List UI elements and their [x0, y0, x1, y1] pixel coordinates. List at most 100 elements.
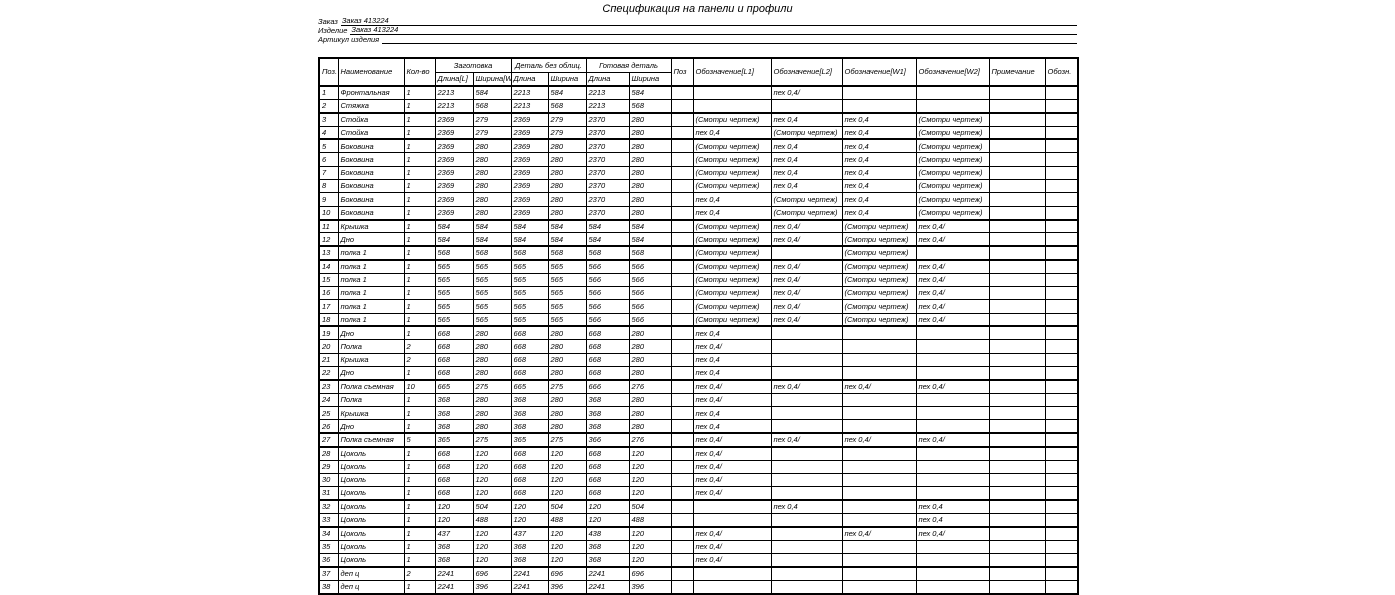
cell-w1: пех 0,4: [841, 165, 917, 181]
cell-part_wid: 280: [547, 406, 587, 421]
cell-final_wid: 280: [628, 339, 672, 354]
cell-pos: 31: [318, 486, 339, 502]
cell-l2: [770, 352, 843, 368]
cell-part_len: 565: [510, 285, 549, 301]
cell-note: [988, 152, 1046, 167]
cell-blank_len: 2241: [434, 566, 474, 581]
cell-name: Полка: [337, 392, 405, 408]
cell-pos: 2: [318, 98, 339, 114]
col-header-part-wid: Ширина: [547, 71, 587, 87]
cell-blank_wid: 565: [472, 312, 512, 328]
cell-w1: [841, 486, 917, 502]
cell-w2: [915, 459, 990, 474]
meta-line-order: Заказ Заказ 413224: [318, 17, 1077, 26]
cell-final_len: 438: [585, 526, 630, 541]
col-header-l1: Обозначение[L1]: [692, 57, 772, 87]
order-value: Заказ 413224: [340, 17, 1077, 26]
cell-part_len: 665: [510, 379, 549, 394]
cell-pos2: [670, 299, 694, 314]
cell-name: Фронтальная: [337, 85, 405, 100]
table-row: 33 Цоколь 1 120 488 120 488 120 488 пех 0,4: [318, 512, 1079, 528]
cell-l2: [770, 512, 843, 528]
cell-l1: пех 0,4: [692, 125, 772, 141]
cell-blank_len: 2369: [434, 179, 474, 194]
cell-note: [988, 219, 1046, 234]
col-header-pos2: Поз: [670, 57, 694, 87]
cell-final_len: 2370: [585, 112, 630, 127]
cell-part_len: 2241: [510, 579, 549, 595]
cell-pos2: [670, 165, 694, 181]
cell-name: Цоколь: [337, 486, 405, 502]
cell-sign: [1044, 553, 1079, 568]
cell-sign: [1044, 179, 1079, 194]
cell-part_wid: 568: [547, 245, 587, 261]
cell-name: Полка съемная: [337, 379, 405, 394]
cell-final_len: 668: [585, 366, 630, 381]
cell-blank_len: 368: [434, 392, 474, 408]
cell-blank_wid: 280: [472, 352, 512, 368]
cell-l2: [770, 419, 843, 435]
cell-name: Цоколь: [337, 459, 405, 474]
cell-name: Цоколь: [337, 553, 405, 568]
cell-qty: 1: [403, 406, 436, 421]
cell-note: [988, 459, 1046, 474]
cell-part_len: 565: [510, 272, 549, 287]
cell-w1: (Смотри чертеж): [841, 272, 917, 287]
cell-l2: [770, 459, 843, 474]
cell-qty: 1: [403, 112, 436, 127]
cell-pos2: [670, 579, 694, 595]
cell-name: Боковина: [337, 152, 405, 167]
cell-l1: пех 0,4/: [692, 486, 772, 502]
cell-name: Стойка: [337, 125, 405, 141]
cell-final_len: 668: [585, 352, 630, 368]
table-row: 18 полка 1 1 565 565 565 565 566 566 (Смотри черт…: [318, 312, 1079, 328]
cell-l2: пех 0,4/: [770, 232, 843, 248]
cell-blank_wid: 120: [472, 446, 512, 461]
cell-blank_wid: 565: [472, 299, 512, 314]
cell-blank_len: 565: [434, 285, 474, 301]
cell-w1: пех 0,4/: [841, 432, 917, 448]
cell-part_len: 368: [510, 539, 549, 555]
cell-note: [988, 419, 1046, 435]
cell-note: [988, 472, 1046, 488]
cell-pos2: [670, 379, 694, 394]
table-row: 4 Стойка 1 2369 279 2369 279 2370 280 пех 0,4 (Смо…: [318, 125, 1079, 141]
cell-pos2: [670, 259, 694, 274]
cell-pos: 8: [318, 179, 339, 194]
cell-w2: пех 0,4/: [915, 526, 990, 541]
cell-part_wid: 120: [547, 553, 587, 568]
cell-note: [988, 125, 1046, 141]
cell-note: [988, 379, 1046, 394]
table-row: 19 Дно 1 668 280 668 280 668 280 пех 0,4: [318, 325, 1079, 341]
cell-final_len: 668: [585, 339, 630, 354]
cell-final_wid: 280: [628, 406, 672, 421]
table-row: 36 Цоколь 1 368 120 368 120 368 120 пех 0,4/: [318, 553, 1079, 568]
cell-l2: (Смотри чертеж): [770, 192, 843, 207]
meta-line-product: Изделие Заказ 413224: [318, 26, 1077, 35]
cell-part_wid: 565: [547, 272, 587, 287]
col-header-final-len: Длина: [585, 71, 630, 87]
cell-l2: [770, 553, 843, 568]
cell-pos: 19: [318, 325, 339, 341]
cell-name: Стойка: [337, 112, 405, 127]
cell-l2: [770, 406, 843, 421]
cell-l2: [770, 339, 843, 354]
cell-final_len: 566: [585, 312, 630, 328]
cell-blank_len: 2369: [434, 138, 474, 154]
cell-l1: [692, 566, 772, 581]
cell-l1: (Смотри чертеж): [692, 245, 772, 261]
cell-w2: (Смотри чертеж): [915, 205, 990, 221]
cell-part_wid: 275: [547, 432, 587, 448]
cell-qty: 1: [403, 272, 436, 287]
cell-qty: 1: [403, 579, 436, 595]
cell-l1: [692, 85, 772, 100]
cell-l1: (Смотри чертеж): [692, 219, 772, 234]
cell-l1: пех 0,4: [692, 366, 772, 381]
cell-pos: 25: [318, 406, 339, 421]
cell-part_len: 565: [510, 299, 549, 314]
cell-final_len: 584: [585, 219, 630, 234]
cell-pos: 26: [318, 419, 339, 435]
cell-part_wid: 280: [547, 419, 587, 435]
cell-final_len: 2370: [585, 205, 630, 221]
cell-w2: [915, 539, 990, 555]
